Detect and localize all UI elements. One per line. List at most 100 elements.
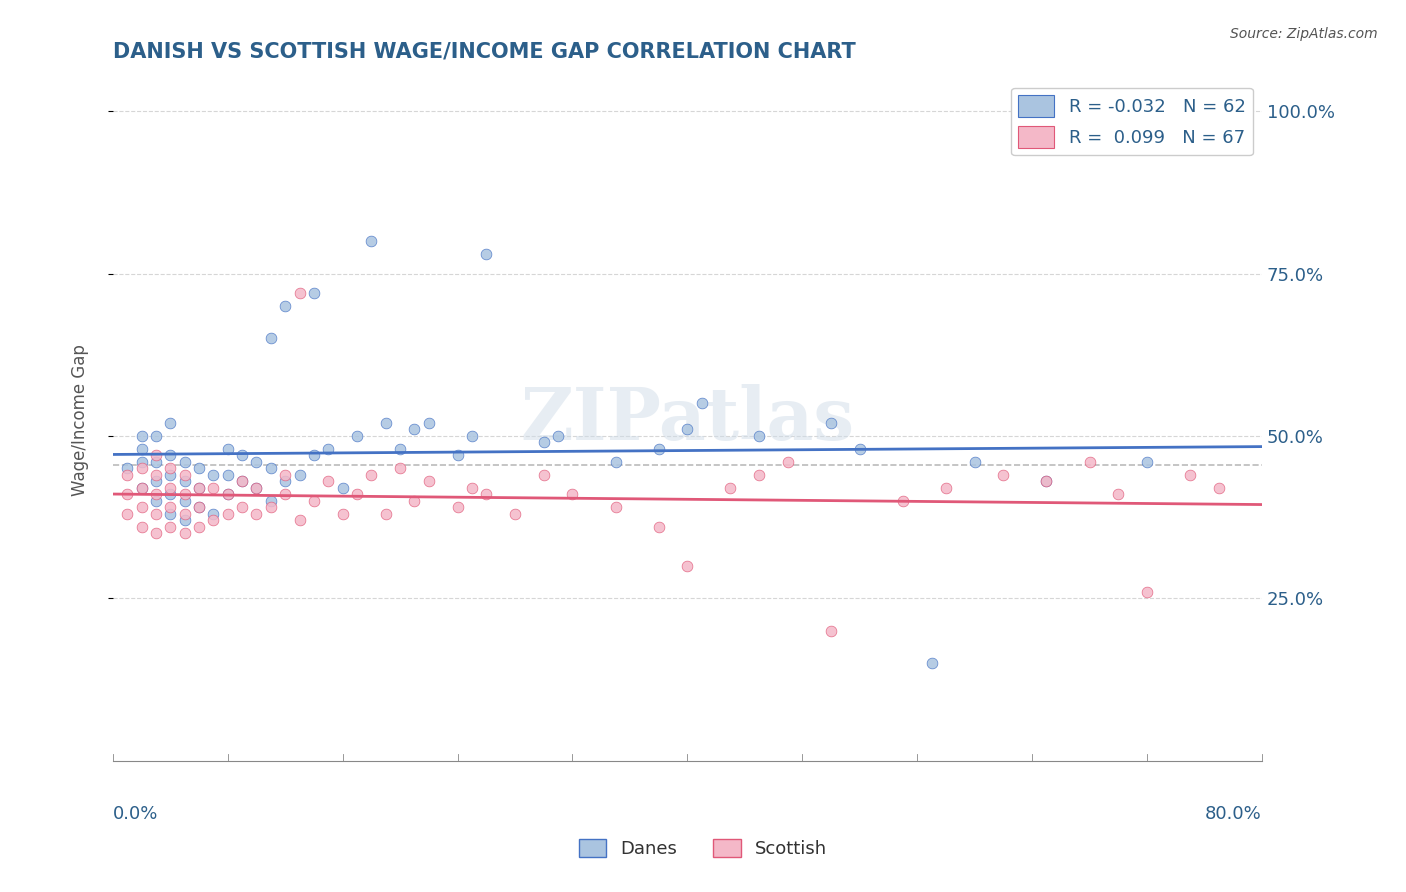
Point xyxy=(159,487,181,501)
Point xyxy=(145,449,167,463)
Point xyxy=(115,467,138,482)
Point xyxy=(231,500,253,515)
Point xyxy=(346,487,368,501)
Legend: R = -0.032   N = 62, R =  0.099   N = 67: R = -0.032 N = 62, R = 0.099 N = 67 xyxy=(1011,87,1253,155)
Point xyxy=(389,442,412,456)
Point xyxy=(217,507,239,521)
Point xyxy=(217,487,239,501)
Point xyxy=(145,455,167,469)
Point xyxy=(302,449,325,463)
Point xyxy=(145,487,167,501)
Point xyxy=(173,513,195,527)
Point xyxy=(533,467,555,482)
Point xyxy=(173,455,195,469)
Point xyxy=(748,429,770,443)
Point xyxy=(188,481,211,495)
Point xyxy=(274,299,297,313)
Point xyxy=(503,507,526,521)
Point xyxy=(316,475,339,489)
Point xyxy=(547,429,569,443)
Point xyxy=(217,467,239,482)
Point xyxy=(748,467,770,482)
Point xyxy=(1136,585,1159,599)
Point xyxy=(159,467,181,482)
Point xyxy=(188,500,211,515)
Point xyxy=(288,513,311,527)
Point xyxy=(1078,455,1101,469)
Point xyxy=(231,449,253,463)
Point xyxy=(274,475,297,489)
Point xyxy=(676,422,699,436)
Point xyxy=(217,487,239,501)
Point xyxy=(1035,475,1057,489)
Point xyxy=(921,657,943,671)
Point xyxy=(173,526,195,541)
Point xyxy=(173,467,195,482)
Point xyxy=(690,396,713,410)
Point xyxy=(993,467,1015,482)
Point xyxy=(404,494,426,508)
Point xyxy=(260,331,283,345)
Point xyxy=(274,487,297,501)
Point xyxy=(115,461,138,475)
Point xyxy=(1136,455,1159,469)
Point xyxy=(260,461,283,475)
Point xyxy=(332,481,354,495)
Point xyxy=(1178,467,1201,482)
Point xyxy=(115,487,138,501)
Text: DANISH VS SCOTTISH WAGE/INCOME GAP CORRELATION CHART: DANISH VS SCOTTISH WAGE/INCOME GAP CORRE… xyxy=(112,42,856,62)
Point xyxy=(159,520,181,534)
Point xyxy=(145,494,167,508)
Point xyxy=(131,500,153,515)
Point xyxy=(202,467,225,482)
Point xyxy=(159,500,181,515)
Legend: Danes, Scottish: Danes, Scottish xyxy=(572,831,834,865)
Point xyxy=(820,624,842,638)
Y-axis label: Wage/Income Gap: Wage/Income Gap xyxy=(72,343,89,496)
Point xyxy=(217,442,239,456)
Point xyxy=(245,481,267,495)
Point xyxy=(131,455,153,469)
Point xyxy=(188,520,211,534)
Point xyxy=(418,475,440,489)
Point xyxy=(202,513,225,527)
Point xyxy=(605,455,627,469)
Point xyxy=(389,461,412,475)
Point xyxy=(188,461,211,475)
Point xyxy=(131,481,153,495)
Point xyxy=(115,507,138,521)
Point xyxy=(446,449,468,463)
Point xyxy=(720,481,742,495)
Point xyxy=(145,526,167,541)
Point xyxy=(446,500,468,515)
Point xyxy=(647,520,669,534)
Point xyxy=(131,442,153,456)
Point xyxy=(302,494,325,508)
Point xyxy=(159,507,181,521)
Point xyxy=(202,507,225,521)
Point xyxy=(848,442,870,456)
Point xyxy=(159,449,181,463)
Point xyxy=(346,429,368,443)
Point xyxy=(461,481,484,495)
Point xyxy=(302,285,325,300)
Text: 80.0%: 80.0% xyxy=(1205,805,1263,823)
Point xyxy=(820,416,842,430)
Point xyxy=(145,429,167,443)
Point xyxy=(461,429,484,443)
Point xyxy=(159,416,181,430)
Point xyxy=(231,475,253,489)
Text: 0.0%: 0.0% xyxy=(112,805,159,823)
Text: ZIPatlas: ZIPatlas xyxy=(520,384,855,455)
Point xyxy=(647,442,669,456)
Point xyxy=(173,475,195,489)
Point xyxy=(332,507,354,521)
Text: Source: ZipAtlas.com: Source: ZipAtlas.com xyxy=(1230,27,1378,41)
Point xyxy=(374,416,396,430)
Point xyxy=(131,481,153,495)
Point xyxy=(891,494,914,508)
Point xyxy=(374,507,396,521)
Point xyxy=(963,455,986,469)
Point xyxy=(533,435,555,450)
Point xyxy=(360,467,382,482)
